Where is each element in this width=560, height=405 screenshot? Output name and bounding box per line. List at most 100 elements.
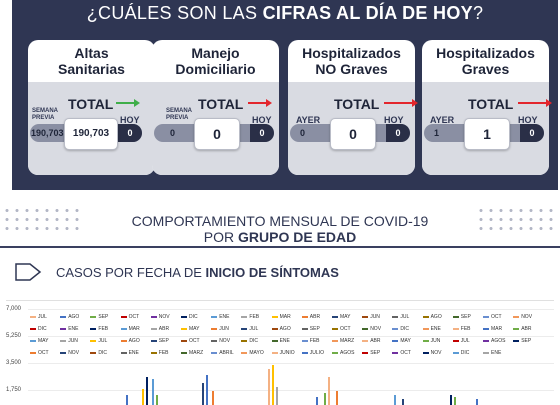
legend-swatch: [452, 339, 459, 342]
legend-swatch: [120, 339, 127, 342]
legend-label: FEB: [309, 338, 320, 344]
legend-swatch: [392, 339, 399, 342]
legend-label: JUL: [460, 338, 470, 344]
legend-swatch: [30, 327, 36, 330]
today-label: HOY: [518, 115, 538, 125]
legend-label: ENE: [491, 350, 502, 356]
legend-swatch: [483, 351, 489, 354]
arrow-right-icon: [248, 99, 272, 107]
legend-item: NOV: [422, 350, 441, 356]
legend-item: MAR: [483, 326, 502, 332]
legend-label: FEB: [98, 326, 109, 332]
legend-swatch: [301, 351, 308, 354]
legend-item: FEB: [150, 350, 169, 356]
legend-label: ENE: [68, 326, 79, 332]
legend-item: DIC: [241, 338, 258, 344]
legend-item: MAR: [120, 326, 140, 332]
legend-item: FEB: [241, 314, 259, 320]
gridline: [28, 309, 554, 310]
legend-label: JUL: [400, 314, 410, 320]
legend-item: NOV: [362, 326, 381, 332]
legend-swatch: [362, 327, 369, 330]
legend-item: ABR: [362, 338, 380, 344]
legend-swatch: [181, 315, 187, 318]
legend-swatch: [211, 339, 218, 342]
legend-item: JUL: [452, 338, 470, 344]
legend-swatch: [513, 327, 520, 330]
legend-label: SEP: [309, 326, 320, 332]
legend-label: MAR: [128, 326, 140, 332]
legend-label: OCT: [340, 326, 351, 332]
legend-label: OCT: [38, 350, 49, 356]
legend-label: SEP: [521, 338, 532, 344]
legend-label: SEP: [460, 314, 471, 320]
legend-item: AGO: [60, 314, 79, 320]
chart-bar: [454, 397, 456, 405]
legend-label: AGO: [128, 338, 140, 344]
legend-item: JUL: [392, 314, 409, 320]
legend-label: DIC: [460, 350, 470, 356]
chart-bar: [146, 377, 148, 405]
chart-bar: [272, 365, 274, 405]
gridline: [28, 336, 554, 337]
chevron-right-icon: [15, 263, 42, 281]
legend-swatch: [211, 315, 218, 318]
y-tick-label: 1,750: [6, 387, 22, 393]
legend-item: ENE: [271, 338, 290, 344]
legend-swatch: [271, 339, 278, 342]
legend-swatch: [452, 327, 459, 330]
legend-label: JUL: [38, 314, 47, 320]
legend-swatch: [150, 351, 157, 354]
legend-label: MAY: [400, 338, 411, 344]
chart-bar: [276, 387, 278, 405]
legend-item: OCT: [120, 314, 140, 320]
legend-label: MAY: [38, 338, 49, 344]
legend-item: FEB: [452, 326, 471, 332]
legend-swatch: [60, 315, 67, 318]
legend-label: OCT: [128, 314, 140, 320]
legend-swatch: [332, 327, 338, 330]
y-tick-label: 3,500: [6, 360, 22, 366]
legend-swatch: [120, 315, 127, 318]
card-title: Manejo Domiciliario: [175, 45, 256, 77]
legend-item: ABRIL: [211, 350, 234, 356]
legend-label: MAR: [491, 326, 503, 332]
legend-swatch: [90, 339, 97, 342]
legend-swatch: [301, 327, 308, 330]
legend-item: MAY: [392, 338, 411, 344]
legend-item: ENE: [211, 314, 229, 320]
legend-label: JUNIO: [279, 350, 295, 356]
legend-label: ENE: [430, 326, 441, 332]
chart-bar: [394, 395, 396, 405]
legend-item: JUNIO: [271, 350, 295, 356]
total-value: 1: [464, 118, 510, 150]
page-title: ¿CUÁLES SON LAS CIFRAS AL DÍA DE HOY?: [86, 3, 484, 23]
legend-item: DIC: [181, 314, 198, 320]
legend-swatch: [241, 327, 248, 330]
previous-value: 190,703: [31, 128, 64, 138]
chart-bar: [202, 383, 204, 405]
previous-value: 0: [170, 128, 176, 138]
chart-bar: [328, 377, 330, 405]
legend-swatch: [392, 351, 399, 354]
cases-heading: CASOS POR FECHA DE INICIO DE SÍNTOMAS: [56, 265, 339, 280]
legend-item: ENE: [422, 326, 441, 332]
chart-bar: [316, 397, 318, 405]
legend-swatch: [362, 351, 369, 354]
legend-swatch: [150, 339, 157, 342]
legend-label: SEP: [370, 350, 381, 356]
previous-label: SEMANA PREVIA: [32, 108, 59, 121]
legend-swatch: [301, 339, 308, 342]
legend-label: MAY: [340, 314, 351, 320]
legend-swatch: [120, 351, 127, 354]
legend-label: JUL: [249, 326, 259, 332]
legend-item: AGOS: [332, 350, 354, 356]
legend-label: NOV: [68, 350, 80, 356]
card-title: Hospitalizados NO Graves: [302, 45, 401, 77]
age-group-chart: 7,000 5,250 3,500 1,750 JUL AGO SEP OCT NOV DIC EN…: [6, 300, 554, 405]
legend-item: ABR: [513, 326, 531, 332]
legend-item: SEP: [90, 314, 108, 320]
legend-swatch: [452, 351, 459, 354]
legend-label: AGO: [279, 326, 291, 332]
legend-swatch: [211, 351, 218, 354]
